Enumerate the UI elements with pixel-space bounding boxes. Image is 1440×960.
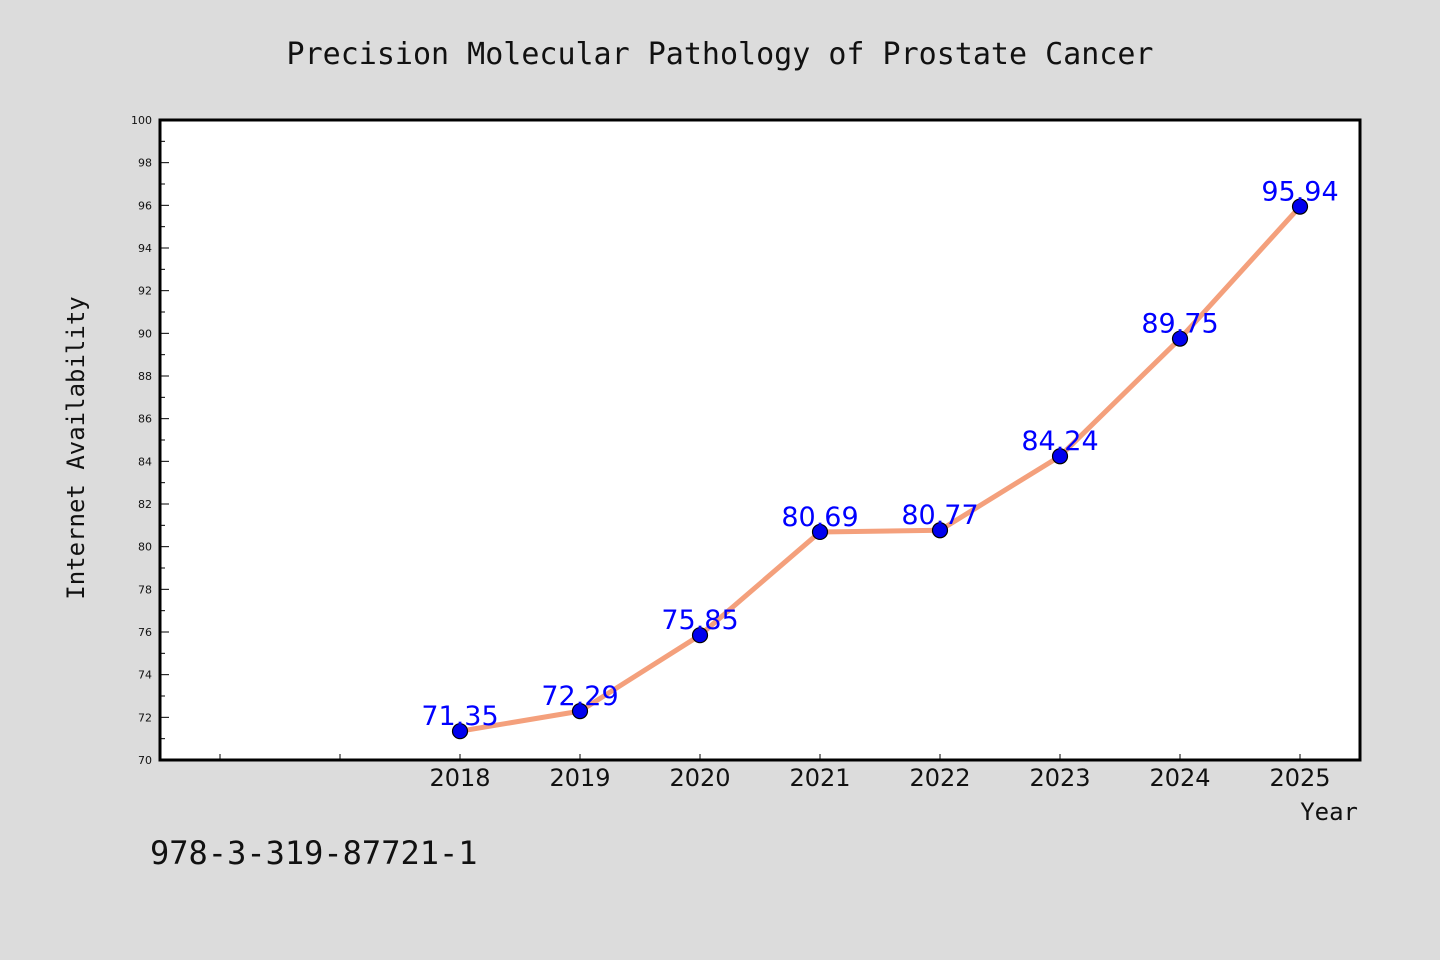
data-point-marker [1051, 448, 1069, 465]
y-tick-label: 88 [138, 370, 152, 383]
footer-code: 978-3-319-87721-1 [150, 834, 478, 872]
data-label: 89.75 [1141, 309, 1218, 340]
y-tick-label: 98 [138, 157, 152, 170]
data-point-marker [1171, 330, 1189, 347]
data-labels: 71.35 72.29 75.85 80.69 80.77 84.24 89.75 95.94 [421, 177, 1338, 733]
data-point-marker [931, 522, 949, 539]
data-label: 72.29 [541, 681, 618, 712]
y-tick-label: 76 [138, 626, 152, 639]
y-tick-label: 90 [138, 327, 152, 340]
plot-area [158, 118, 1362, 762]
series-line-layer [457, 204, 1303, 734]
y-axis-label: Internet Availability [62, 296, 90, 599]
x-tick-label: 2025 [1269, 764, 1330, 792]
y-tick-label: 92 [138, 285, 152, 298]
y-tick-label: 82 [138, 498, 152, 511]
y-tick-label: 94 [138, 242, 152, 255]
x-tick-label: 2020 [669, 764, 730, 792]
data-label: 71.35 [421, 701, 498, 732]
y-tick-label: 100 [131, 114, 152, 127]
data-point-marker [571, 703, 589, 720]
y-tick-label: 80 [138, 541, 152, 554]
x-tick-label: 2019 [549, 764, 610, 792]
data-label: 80.77 [901, 500, 978, 531]
y-tick-label: 72 [138, 711, 152, 724]
data-point-marker [1291, 198, 1309, 215]
data-label: 75.85 [661, 605, 738, 636]
data-point-marker [451, 723, 469, 740]
data-label: 95.94 [1261, 177, 1338, 208]
x-tick-label: 2021 [789, 764, 850, 792]
y-tick-label: 96 [138, 199, 152, 212]
series-line [457, 204, 1303, 734]
y-tick-label: 84 [138, 455, 152, 468]
y-tick-label: 86 [138, 413, 152, 426]
y-tick-label: 70 [138, 754, 152, 767]
data-point-marker [691, 627, 709, 644]
series-markers [451, 198, 1309, 740]
y-axis-ticks: 70 72 74 76 78 80 82 84 86 88 90 92 94 96 98 100 [131, 114, 169, 767]
chart-title: Precision Molecular Pathology of Prostat… [287, 37, 1154, 72]
y-tick-label: 78 [138, 583, 152, 596]
data-label: 80.69 [781, 502, 858, 533]
y-tick-label: 74 [138, 669, 152, 682]
x-tick-label: 2018 [429, 764, 490, 792]
x-tick-label: 2022 [909, 764, 970, 792]
x-tick-label: 2023 [1029, 764, 1090, 792]
data-label: 84.24 [1021, 426, 1098, 457]
x-tick-label: 2024 [1149, 764, 1210, 792]
x-axis-label: Year [1300, 798, 1358, 826]
data-point-marker [811, 523, 829, 541]
x-axis-ticks: 2018 2019 2020 2021 2022 2023 2024 2025 [219, 754, 1331, 792]
